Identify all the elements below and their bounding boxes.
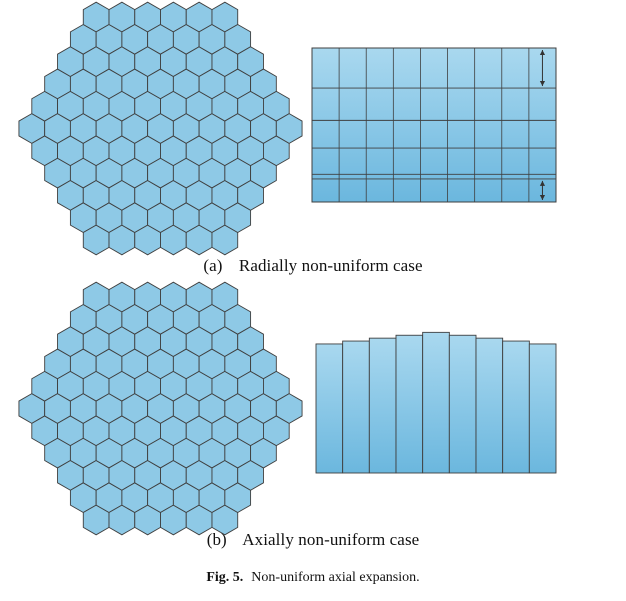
- axial-block-diagram-a: [311, 47, 557, 203]
- subcaption-b: (b) Axially non-uniform case: [0, 530, 626, 550]
- assembly-column: [502, 340, 530, 474]
- subcaption-b-text: Axially non-uniform case: [242, 530, 420, 549]
- figure-caption-text: Non-uniform axial expansion.: [251, 570, 420, 585]
- hex-assembly: [275, 393, 303, 424]
- expansion-arrow: [539, 180, 546, 200]
- figure-caption: Fig. 5. Non-uniform axial expansion.: [0, 568, 626, 586]
- hex-assembly: [275, 113, 303, 144]
- hexagonal-core-map-a: [18, 1, 303, 256]
- assembly-column: [395, 334, 424, 474]
- assembly-column: [315, 343, 344, 474]
- assembly-column: [422, 331, 450, 474]
- subcaption-b-label: (b): [206, 530, 227, 549]
- panel-b: (b) Axially non-uniform case: [0, 281, 626, 555]
- panel-a: (a) Radially non-uniform case: [0, 0, 626, 290]
- hexagonal-core-map-b: [18, 281, 303, 536]
- assembly-column: [475, 337, 504, 474]
- axial-block-diagram-b: [315, 331, 557, 474]
- figure-caption-label: Fig. 5.: [206, 570, 244, 585]
- axial-block-outline: [311, 47, 557, 203]
- subcaption-a: (a) Radially non-uniform case: [0, 256, 626, 276]
- assembly-column: [528, 343, 557, 474]
- subcaption-a-label: (a): [203, 256, 223, 275]
- expansion-arrow: [539, 50, 546, 87]
- assembly-column: [368, 337, 397, 474]
- assembly-column: [342, 340, 370, 474]
- assembly-column: [448, 334, 477, 474]
- subcaption-a-text: Radially non-uniform case: [238, 256, 423, 275]
